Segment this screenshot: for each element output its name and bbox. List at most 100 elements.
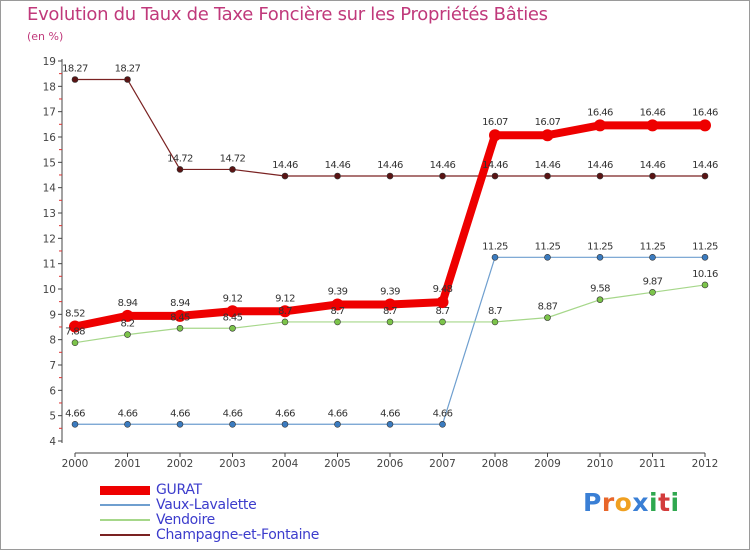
data-point [544,314,551,321]
data-label: 11.25 [587,241,613,252]
y-tick-label: 11 [43,259,56,271]
data-point [71,76,79,83]
data-point [281,420,289,428]
data-point [384,298,396,311]
data-point [69,320,81,333]
data-label: 4.66 [275,408,295,419]
data-label: 8.87 [538,302,558,313]
data-label: 14.72 [167,153,193,164]
data-point [229,420,236,428]
data-label: 8.7 [488,306,502,317]
data-point [71,339,79,347]
data-point [279,305,291,318]
x-tick-label: 2001 [114,458,141,470]
data-label: 14.46 [377,160,403,171]
data-label: 9.87 [643,276,663,287]
data-label: 16.46 [640,107,666,118]
data-label: 14.46 [430,160,456,171]
x-tick-label: 2006 [377,458,404,470]
data-point [594,119,606,132]
data-label: 14.46 [587,160,613,171]
data-point [226,305,239,318]
legend-label: Champagne-et-Fontaine [156,527,320,543]
data-label: 8.7 [330,306,344,317]
data-label: 8.7 [278,306,292,317]
data-point [229,324,236,332]
x-tick-label: 2000 [62,458,89,470]
data-label: 16.07 [535,117,561,128]
chart-title: Evolution du Taux de Taxe Foncière sur l… [27,4,548,25]
proxiti-logo: Proxiti [583,488,680,517]
y-tick-label: 19 [43,56,56,68]
data-point [386,420,394,428]
data-label: 11.25 [640,241,666,252]
legend-label: Vaux-Lavalette [156,497,257,513]
data-point [281,172,289,180]
data-point [701,172,709,180]
data-label: 8.7 [435,306,449,317]
x-tick-label: 2004 [272,458,299,470]
data-label: 18.27 [115,63,141,74]
legend-label: GURAT [156,482,202,498]
data-point [646,119,659,132]
data-label: 14.46 [535,160,561,171]
data-label: 7.88 [65,327,85,338]
data-label: 14.46 [640,160,666,171]
x-tick-label: 2011 [639,458,666,470]
data-point [701,281,709,289]
data-point [491,172,499,180]
logo-letter: x [632,488,649,517]
legend-swatch [100,534,150,536]
data-label: 16.07 [482,117,508,128]
y-tick-label: 17 [43,107,56,119]
y-tick-label: 7 [49,360,56,372]
y-tick-label: 4 [49,436,56,448]
data-point [439,420,446,428]
x-tick-label: 2003 [219,458,246,470]
data-point [436,296,449,309]
data-label: 8.52 [65,308,85,319]
data-label: 16.46 [692,107,718,118]
series-line-vaux-lavalette [75,256,705,425]
data-label: 11.25 [692,241,718,252]
x-tick-label: 2007 [429,458,456,470]
data-point [334,172,341,180]
data-label: 9.39 [380,286,400,297]
data-label: 4.66 [223,408,243,419]
data-point [124,331,131,338]
data-point [331,298,344,311]
data-point [334,318,341,326]
logo-letter: o [614,488,633,517]
legend-swatch [100,485,150,495]
data-point [386,318,394,326]
y-tick-label: 9 [49,309,56,321]
data-label: 8.7 [383,306,397,317]
data-point [386,172,394,180]
data-point [596,172,604,180]
data-point [491,254,499,261]
y-tick-label: 8 [49,335,56,347]
data-point [701,254,709,261]
legend-swatch [100,504,150,506]
data-label: 9.48 [433,284,453,295]
x-tick-label: 2012 [692,458,719,470]
data-label: 14.46 [482,160,508,171]
data-label: 14.46 [272,160,298,171]
data-point [124,420,131,428]
y-tick-label: 18 [43,81,56,93]
data-point [124,76,131,83]
data-point [649,172,656,180]
logo-letter: i [649,488,659,517]
data-label: 4.66 [118,408,138,419]
y-tick-label: 12 [43,233,56,245]
data-point [491,318,499,326]
data-point [176,324,184,332]
y-tick-label: 14 [43,183,57,195]
data-point [544,172,551,180]
data-point [649,254,656,261]
logo-letter: P [583,488,602,517]
data-label: 4.66 [170,408,190,419]
data-label: 14.72 [220,153,246,164]
data-point [71,420,79,428]
